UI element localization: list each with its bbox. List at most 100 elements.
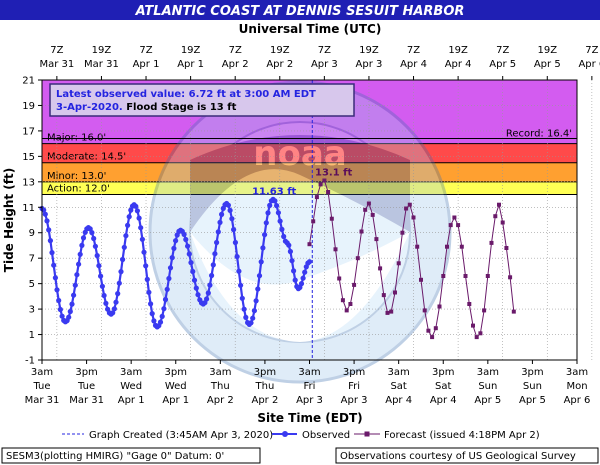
forecast-point	[393, 290, 397, 295]
forecast-point	[307, 242, 312, 247]
forecast-point	[422, 308, 427, 313]
forecast-point	[448, 223, 453, 228]
top-tick-label: 7Z	[407, 45, 420, 56]
observed-point	[291, 268, 297, 274]
top-tick-label: 19Z	[537, 45, 557, 56]
observed-point	[195, 292, 201, 298]
observed-point	[44, 218, 50, 224]
y-tick-label: 15	[22, 152, 35, 163]
observed-point	[229, 216, 235, 222]
top-tick-date: Apr 3	[356, 59, 383, 70]
forecast-point	[415, 244, 420, 249]
bottom-tick-time: 3am	[31, 367, 53, 378]
forecast-point	[389, 309, 394, 314]
observed-point	[151, 318, 157, 324]
observed-point	[204, 296, 210, 302]
forecast-point	[504, 246, 509, 250]
observed-point	[42, 211, 48, 217]
observed-point	[133, 203, 139, 209]
band-label-action: Action: 12.0'	[47, 184, 110, 195]
top-tick-label: 7Z	[496, 45, 509, 56]
observed-point	[212, 251, 218, 257]
top-tick-date: Apr 3	[311, 59, 338, 70]
footer-datum: SESM3(plotting HMIRG) "Gage 0" Datum: 0'	[6, 451, 224, 462]
observed-point	[265, 210, 271, 216]
observed-point	[52, 275, 59, 281]
observed-point	[236, 268, 242, 274]
observed-point	[219, 211, 225, 217]
observed-point	[71, 292, 77, 298]
y-tick-label: 11	[22, 203, 35, 214]
bottom-tick-day: Thu	[210, 381, 230, 392]
forecast-point	[478, 331, 483, 336]
bottom-tick-time: 3pm	[254, 367, 276, 378]
observed-point	[238, 282, 244, 288]
forecast-point	[329, 216, 334, 221]
legend-observed-dot	[282, 431, 288, 437]
legend: Graph Created (3:45AM Apr 3, 2020) Obser…	[0, 427, 600, 441]
observed-point	[54, 287, 60, 293]
forecast-point	[378, 266, 383, 271]
y-tick-label: 7	[29, 254, 35, 265]
forecast-point	[489, 240, 494, 245]
forecast-point	[337, 276, 342, 281]
observed-point	[120, 256, 126, 263]
observed-point	[302, 269, 308, 275]
observed-point	[80, 235, 87, 241]
observed-point	[123, 233, 129, 239]
peak-label: 11.63 ft	[252, 186, 296, 197]
observed-point	[139, 236, 145, 242]
forecast-point	[370, 212, 375, 217]
forecast-point	[471, 323, 475, 328]
bottom-tick-date: Apr 4	[385, 395, 412, 406]
legend-forecast-marker	[364, 431, 370, 437]
record-stage-label: Record: 16.4'	[506, 129, 572, 140]
observed-point	[181, 231, 187, 237]
forecast-point	[385, 310, 390, 315]
observed-point	[162, 296, 169, 303]
observed-point	[92, 243, 98, 249]
top-tick-date: Mar 31	[39, 59, 74, 70]
observed-point	[190, 268, 196, 275]
y-tick-label: 17	[22, 126, 35, 137]
forecast-point	[463, 274, 468, 278]
top-tick-label: 7Z	[585, 45, 598, 56]
chart-title: ATLANTIC COAST AT DENNIS SESUIT HARBOR	[135, 4, 465, 19]
y-tick-label: 19	[22, 101, 35, 112]
forecast-point	[493, 214, 498, 219]
bottom-tick-time: 3am	[566, 367, 588, 378]
y-tick-label: 3	[29, 305, 35, 316]
forecast-point	[452, 215, 457, 220]
observed-point	[96, 263, 102, 269]
observed-point	[262, 232, 268, 238]
observed-point	[66, 314, 72, 320]
observed-point	[51, 262, 57, 268]
forecast-point	[508, 275, 513, 280]
forecast-point	[441, 274, 446, 278]
observed-point	[298, 281, 305, 287]
observed-point	[98, 273, 104, 279]
bottom-tick-date: Apr 5	[474, 395, 501, 406]
forecast-point	[482, 308, 487, 313]
observed-point	[91, 235, 97, 242]
top-tick-date: Apr 5	[489, 59, 516, 70]
observed-point	[274, 203, 280, 209]
observed-point	[138, 225, 144, 231]
x-axis-title: Site Time (EDT)	[257, 411, 362, 425]
forecast-point	[352, 282, 357, 287]
forecast-point	[467, 302, 472, 306]
observed-point	[110, 310, 116, 316]
observed-point	[186, 251, 192, 257]
top-tick-label: 19Z	[181, 45, 201, 56]
bottom-tick-time: 3am	[120, 367, 142, 378]
y-tick-label: 13	[22, 177, 35, 188]
title-bar: ATLANTIC COAST AT DENNIS SESUIT HARBOR	[0, 0, 600, 20]
observed-point	[234, 254, 240, 260]
forecast-point	[485, 274, 490, 278]
observed-point	[227, 207, 233, 213]
forecast-point	[363, 207, 368, 212]
observed-point	[77, 251, 83, 257]
bottom-tick-date: Apr 3	[296, 395, 323, 406]
bottom-tick-day: Tue	[77, 381, 95, 392]
observed-point	[143, 263, 149, 269]
